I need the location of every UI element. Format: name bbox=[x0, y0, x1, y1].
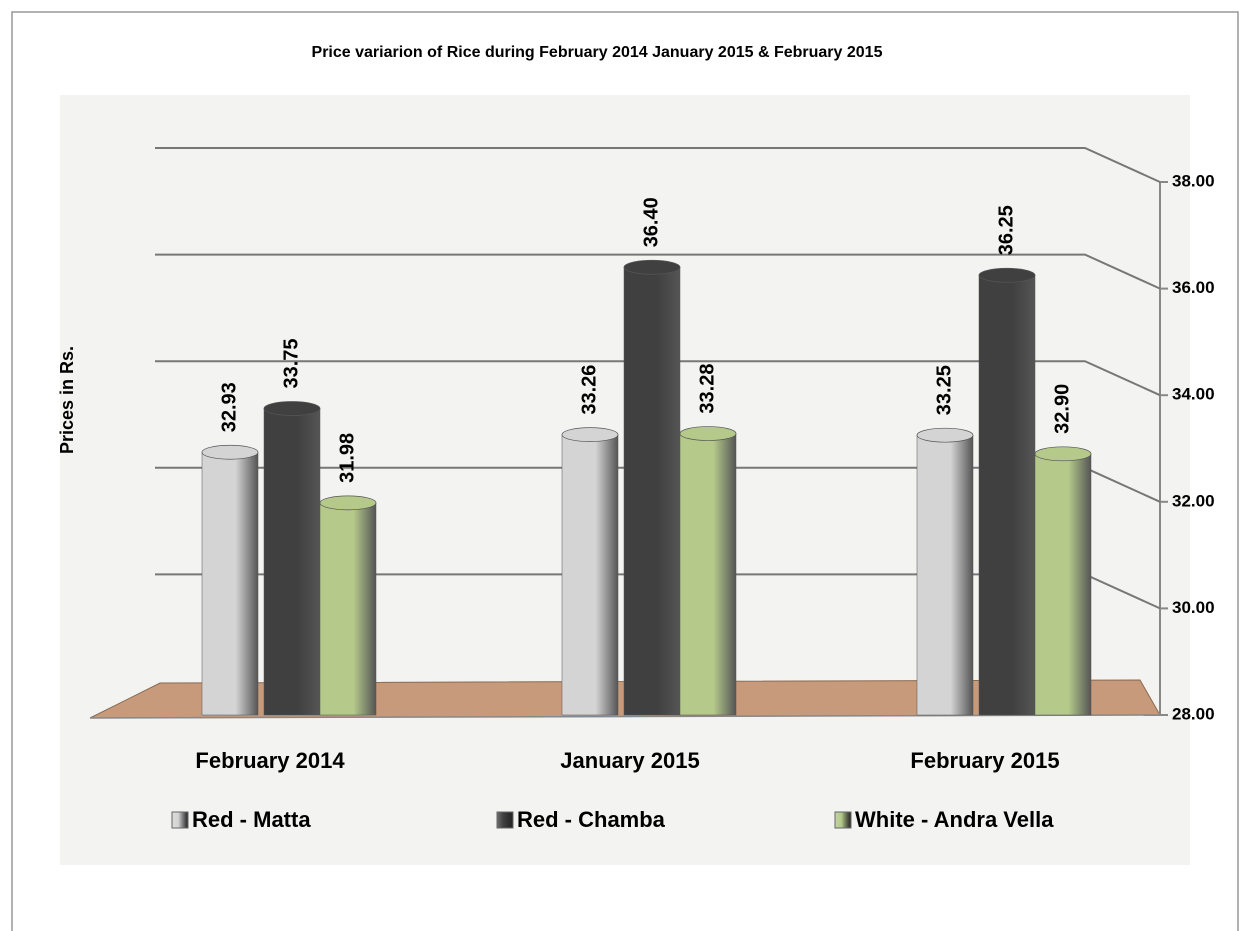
data-label: 33.75 bbox=[280, 338, 302, 388]
bar bbox=[679, 433, 737, 716]
bar bbox=[978, 275, 1036, 716]
bar bbox=[623, 267, 681, 716]
legend-swatch bbox=[834, 811, 852, 829]
bar-cap bbox=[1034, 446, 1092, 462]
grid-line bbox=[155, 253, 1161, 290]
data-label: 33.28 bbox=[696, 364, 718, 414]
data-label: 36.40 bbox=[640, 197, 662, 247]
bar bbox=[1034, 453, 1092, 716]
bar-cap bbox=[916, 427, 974, 443]
x-axis bbox=[89, 714, 1161, 719]
grid-line bbox=[155, 360, 1161, 397]
data-label: 32.93 bbox=[218, 382, 240, 432]
data-label: 32.90 bbox=[1051, 384, 1073, 434]
x-tick-label: February 2014 bbox=[195, 748, 345, 773]
data-label: 36.25 bbox=[995, 205, 1017, 255]
bar-cap bbox=[623, 259, 681, 275]
data-label: 31.98 bbox=[336, 433, 358, 483]
data-label: 33.25 bbox=[933, 365, 955, 415]
bar bbox=[201, 451, 259, 716]
y-tick-label: 36.00 bbox=[1172, 278, 1215, 297]
bar-cap bbox=[263, 401, 321, 416]
y-axis-label: Prices in Rs. bbox=[57, 346, 77, 454]
grid-line bbox=[155, 147, 1161, 183]
y-tick-label: 28.00 bbox=[1172, 704, 1215, 723]
bar bbox=[916, 434, 974, 716]
x-tick-label: January 2015 bbox=[560, 748, 699, 773]
y-tick-label: 38.00 bbox=[1172, 171, 1215, 190]
bar bbox=[263, 408, 321, 716]
bar bbox=[319, 502, 377, 716]
data-label: 33.26 bbox=[578, 365, 600, 415]
legend-swatch bbox=[171, 811, 189, 829]
y-tick-label: 34.00 bbox=[1172, 385, 1215, 404]
x-tick-label: February 2015 bbox=[910, 748, 1059, 773]
legend-swatch bbox=[496, 811, 514, 829]
legend-label: White - Andra Vella bbox=[855, 807, 1054, 832]
bar-cap bbox=[978, 267, 1036, 283]
bar-cap bbox=[319, 495, 377, 511]
bar bbox=[561, 434, 619, 716]
bar-cap bbox=[679, 426, 737, 441]
y-tick-label: 32.00 bbox=[1172, 491, 1215, 510]
bar-cap bbox=[561, 427, 619, 442]
legend-label: Red - Chamba bbox=[517, 807, 666, 832]
chart-title: Price variarion of Rice during February … bbox=[312, 44, 883, 61]
legend-label: Red - Matta bbox=[192, 807, 311, 832]
bar-cap bbox=[201, 444, 259, 460]
y-tick-label: 30.00 bbox=[1172, 598, 1215, 617]
